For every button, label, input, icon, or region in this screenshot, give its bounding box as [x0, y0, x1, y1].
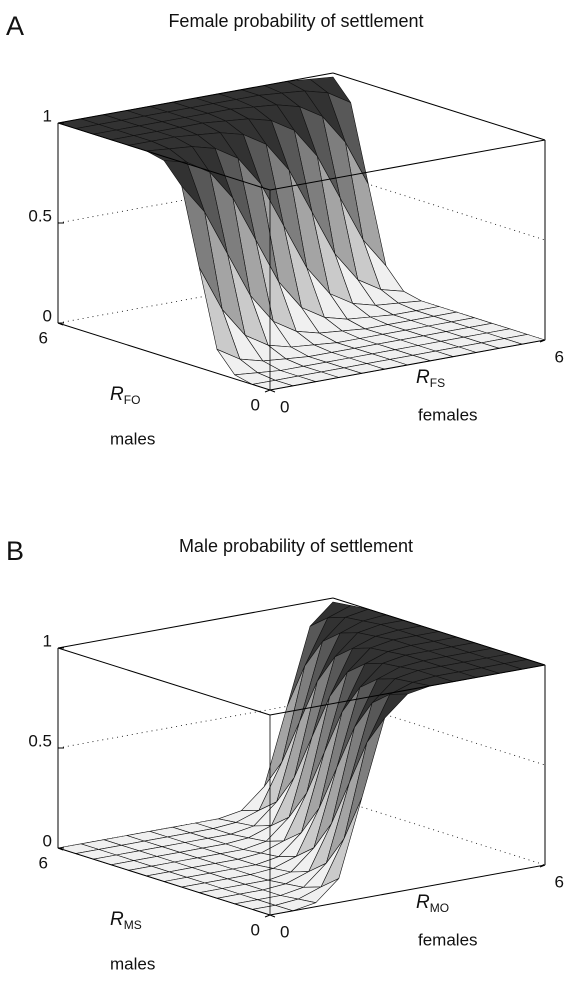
- box-edge: [269, 339, 546, 391]
- x-tick: [269, 914, 276, 918]
- chart-title: Male probability of settlement: [179, 536, 413, 556]
- box-edge: [332, 597, 546, 666]
- y-axis-symbol-sub: MO: [430, 901, 449, 915]
- box-edge: [332, 797, 546, 866]
- x-tick: [57, 322, 64, 326]
- x-axis-symbol-sub: MS: [124, 918, 142, 932]
- y-axis-symbol-main: R: [416, 367, 430, 388]
- y-axis-label: females: [418, 930, 478, 949]
- y-axis-symbol-sub: FS: [430, 376, 445, 390]
- y-tick: [264, 389, 271, 393]
- chart-title: Female probability of settlement: [168, 11, 423, 31]
- box-edge: [269, 864, 546, 916]
- y-tick: [539, 339, 546, 343]
- y-tick-label: 0: [280, 397, 289, 416]
- box-edge: [57, 847, 271, 916]
- z-tick-label: 0.5: [28, 731, 52, 750]
- x-tick-label: 6: [39, 328, 48, 347]
- x-axis-symbol: RMS: [110, 909, 142, 932]
- panel-label: B: [6, 536, 24, 566]
- x-axis-symbol-main: R: [110, 909, 124, 930]
- z-tick-label: 0: [43, 306, 52, 325]
- box-edge: [57, 647, 271, 716]
- z-tick-label: 0.5: [28, 206, 52, 225]
- z-tick-label: 1: [43, 631, 52, 650]
- z-tick-label: 1: [43, 106, 52, 125]
- box-edge: [57, 122, 271, 191]
- x-axis-label: males: [110, 429, 155, 448]
- grid-line: [332, 697, 546, 766]
- y-tick: [539, 864, 546, 868]
- x-tick-label: 0: [251, 920, 260, 939]
- box-edge: [57, 72, 334, 124]
- box-edge: [57, 597, 334, 649]
- y-tick-label: 0: [280, 922, 289, 941]
- x-tick-label: 0: [251, 395, 260, 414]
- y-tick-label: 6: [555, 872, 564, 891]
- box-edge: [332, 72, 546, 141]
- y-axis-symbol: RMO: [416, 892, 449, 915]
- x-axis-symbol-sub: FO: [124, 393, 141, 407]
- box-edge: [57, 322, 271, 391]
- box-edge: [269, 139, 546, 191]
- x-tick: [269, 389, 276, 393]
- x-tick-label: 6: [39, 853, 48, 872]
- grid-line: [332, 172, 546, 241]
- x-axis-symbol: RFO: [110, 384, 140, 407]
- x-axis-symbol-main: R: [110, 384, 124, 405]
- y-tick: [264, 914, 271, 918]
- x-axis-label: males: [110, 954, 155, 973]
- y-tick-label: 6: [555, 347, 564, 366]
- box-edge: [269, 664, 546, 716]
- panel-label: A: [6, 11, 24, 41]
- y-axis-symbol-main: R: [416, 892, 430, 913]
- y-axis-label: females: [418, 405, 478, 424]
- y-axis-symbol: RFS: [416, 367, 445, 390]
- z-tick-label: 0: [43, 831, 52, 850]
- x-tick: [57, 847, 64, 851]
